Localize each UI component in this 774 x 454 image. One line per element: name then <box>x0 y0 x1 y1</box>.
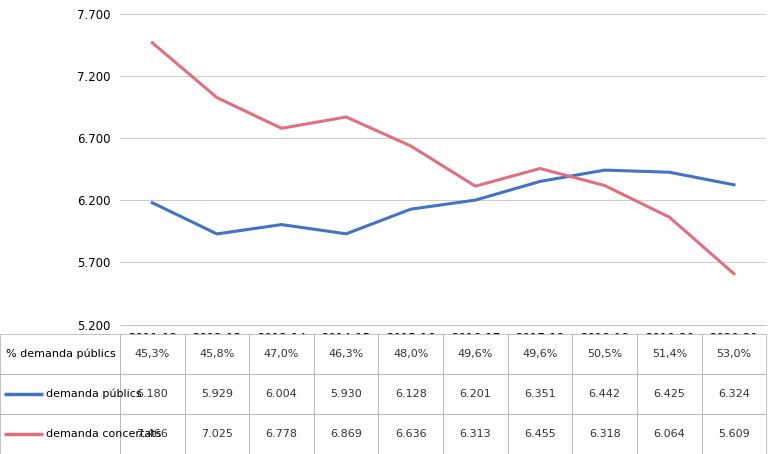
Bar <box>637 374 701 414</box>
Text: 5.930: 5.930 <box>330 389 362 399</box>
Text: 49,6%: 49,6% <box>522 349 558 359</box>
Text: 6.636: 6.636 <box>395 429 426 439</box>
Bar <box>184 374 249 414</box>
Text: 53,0%: 53,0% <box>717 349 752 359</box>
Text: 6.318: 6.318 <box>589 429 621 439</box>
Text: 6.128: 6.128 <box>395 389 426 399</box>
Bar <box>0 374 120 414</box>
Text: 7.466: 7.466 <box>136 429 168 439</box>
Text: 7.025: 7.025 <box>201 429 233 439</box>
Text: 6.324: 6.324 <box>718 389 750 399</box>
Bar <box>378 334 443 374</box>
Bar <box>637 414 701 454</box>
Text: 51,4%: 51,4% <box>652 349 687 359</box>
Bar <box>314 334 378 374</box>
Bar <box>508 414 572 454</box>
Bar <box>572 374 637 414</box>
Text: 6.442: 6.442 <box>589 389 621 399</box>
Bar <box>249 414 314 454</box>
Text: 6.351: 6.351 <box>524 389 556 399</box>
Bar <box>701 374 766 414</box>
Bar <box>378 414 443 454</box>
Text: 49,6%: 49,6% <box>457 349 493 359</box>
Bar <box>120 414 184 454</box>
Bar <box>184 414 249 454</box>
Bar <box>0 334 120 374</box>
Bar <box>249 374 314 414</box>
Text: 6.425: 6.425 <box>653 389 685 399</box>
Text: 47,0%: 47,0% <box>264 349 300 359</box>
Text: demanda concertats: demanda concertats <box>46 429 162 439</box>
Text: 6.180: 6.180 <box>136 389 168 399</box>
Bar <box>378 374 443 414</box>
Text: 50,5%: 50,5% <box>587 349 622 359</box>
Text: 6.869: 6.869 <box>330 429 362 439</box>
Text: 6.064: 6.064 <box>653 429 685 439</box>
Text: demanda públics: demanda públics <box>46 389 142 399</box>
Text: 45,3%: 45,3% <box>135 349 170 359</box>
Bar <box>0 414 120 454</box>
Bar <box>701 334 766 374</box>
Bar <box>314 414 378 454</box>
Text: 46,3%: 46,3% <box>328 349 364 359</box>
Text: 6.455: 6.455 <box>524 429 556 439</box>
Text: 48,0%: 48,0% <box>393 349 429 359</box>
Bar <box>184 334 249 374</box>
Bar <box>443 374 508 414</box>
Bar <box>637 334 701 374</box>
Text: 5.929: 5.929 <box>201 389 233 399</box>
Bar <box>508 334 572 374</box>
Text: % demanda públics: % demanda públics <box>6 349 116 359</box>
Bar <box>120 374 184 414</box>
Bar <box>508 374 572 414</box>
Text: 6.201: 6.201 <box>460 389 491 399</box>
Bar <box>443 334 508 374</box>
Bar <box>443 414 508 454</box>
Bar <box>120 334 184 374</box>
Text: 6.778: 6.778 <box>265 429 297 439</box>
Text: 6.004: 6.004 <box>265 389 297 399</box>
Bar <box>572 334 637 374</box>
Text: 6.313: 6.313 <box>460 429 491 439</box>
Text: 45,8%: 45,8% <box>199 349 235 359</box>
Bar <box>572 414 637 454</box>
Bar <box>249 334 314 374</box>
Bar <box>701 414 766 454</box>
Bar <box>314 374 378 414</box>
Text: 5.609: 5.609 <box>718 429 750 439</box>
